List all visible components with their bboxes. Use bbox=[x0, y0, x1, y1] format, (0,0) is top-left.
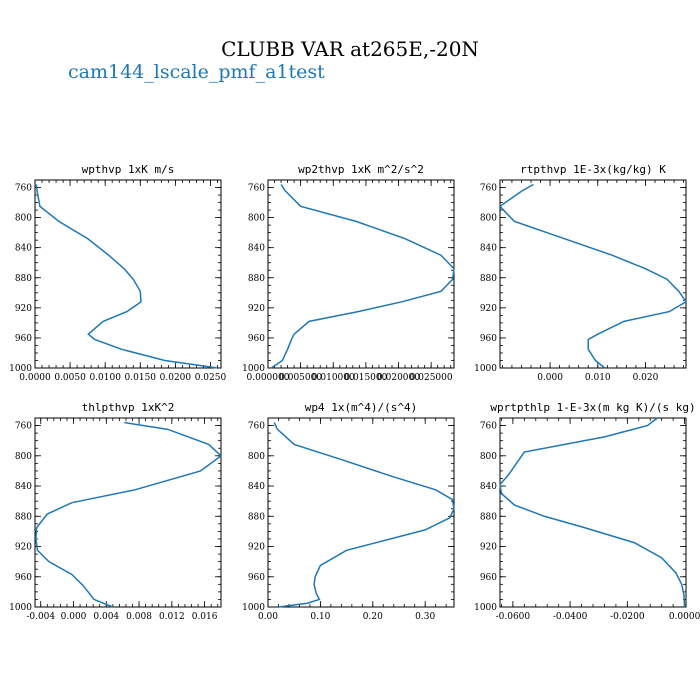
y-tick-label: 880 bbox=[480, 274, 497, 284]
plot-frame bbox=[499, 417, 687, 608]
y-tick-label: 800 bbox=[15, 452, 32, 462]
y-tick-label: 1000 bbox=[474, 603, 497, 613]
x-tick-label: 0.0150 bbox=[125, 373, 157, 383]
y-tick-label: 760 bbox=[248, 184, 265, 194]
chart-panels: wpthvp 1xK m/s0.0000 0.0050 0.0100 0.0150 0.… bbox=[9, 163, 700, 622]
x-tick-label: 0.010000 bbox=[312, 373, 355, 383]
y-tick-label: 840 bbox=[480, 482, 497, 492]
x-tick-label: 0.0100 bbox=[89, 373, 121, 383]
series-line bbox=[498, 183, 688, 369]
y-tick-label: 920 bbox=[15, 304, 32, 314]
y-tick-label: 800 bbox=[480, 214, 497, 224]
x-tick-label: 0.0000 bbox=[19, 373, 51, 383]
panel-title: wpthvp 1xK m/s bbox=[82, 163, 175, 176]
y-tick-label: 1000 bbox=[9, 603, 32, 613]
y-tick-label: 1000 bbox=[9, 364, 32, 374]
y-tick-label: 840 bbox=[248, 244, 265, 254]
y-tick-label: 920 bbox=[15, 543, 32, 553]
panel-title: wp2thvp 1xK m^2/s^2 bbox=[298, 163, 424, 176]
chart-panel-5: wp4 1x(m^4)/(s^4) 0.00 0.10 0.20 0.30 760 800 8… bbox=[242, 401, 455, 622]
x-tick-label: 0.025000 bbox=[410, 373, 453, 383]
series-line bbox=[499, 417, 686, 608]
x-tick-label: 0.000 bbox=[61, 612, 87, 622]
chart-panel-2: wp2thvp 1xK m^2/s^2 0.0000000.0050000.010… bbox=[242, 163, 455, 383]
chart-panel-6: wprtpthlp 1-E-3x(m kg K)/(s kg) -0.0600 -0… bbox=[474, 401, 700, 622]
panel-title: wp4 1x(m^4)/(s^4) bbox=[305, 401, 418, 414]
x-tick-label: 0.0200 bbox=[160, 373, 192, 383]
y-tick-label: 880 bbox=[15, 274, 32, 284]
chart-panel-4: thlpthvp 1xK^2 -0.004 0.000 0.004 0.008 0.012… bbox=[9, 401, 223, 622]
y-tick-label: 880 bbox=[480, 512, 497, 522]
x-tick-label: -0.004 bbox=[26, 612, 55, 622]
y-tick-label: 800 bbox=[480, 452, 497, 462]
y-tick-label: 960 bbox=[15, 573, 32, 583]
legend-entry: cam144_lscale_pmf_a1test bbox=[68, 61, 325, 83]
y-tick-label: 880 bbox=[15, 512, 32, 522]
y-tick-label: 760 bbox=[15, 422, 32, 432]
x-tick-label: 0.016 bbox=[192, 612, 218, 622]
y-tick-label: 760 bbox=[15, 184, 32, 194]
x-tick-label: 0.00 bbox=[258, 612, 278, 622]
y-tick-label: 840 bbox=[248, 482, 265, 492]
x-tick-label: 0.000 bbox=[537, 373, 563, 383]
y-tick-label: 960 bbox=[480, 573, 497, 583]
x-tick-label: -0.0600 bbox=[496, 612, 531, 622]
y-tick-label: 880 bbox=[248, 274, 265, 284]
x-tick-label: 0.0050 bbox=[54, 373, 86, 383]
y-tick-label: 840 bbox=[15, 244, 32, 254]
x-tick-label: 0.008 bbox=[126, 612, 152, 622]
y-tick-label: 760 bbox=[248, 422, 265, 432]
x-tick-label: 0.005000 bbox=[279, 373, 322, 383]
panel-title: rtpthvp 1E-3x(kg/kg) K bbox=[520, 163, 666, 176]
chart-panel-1: wpthvp 1xK m/s0.0000 0.0050 0.0100 0.0150 0.… bbox=[9, 163, 226, 383]
y-tick-label: 800 bbox=[248, 214, 265, 224]
x-tick-label: -0.0400 bbox=[553, 612, 588, 622]
plot-frame bbox=[499, 179, 687, 369]
y-tick-label: 800 bbox=[15, 214, 32, 224]
x-tick-label: 0.0250 bbox=[195, 373, 227, 383]
figure-title: CLUBB VAR at265E,-20N bbox=[221, 37, 479, 61]
x-tick-label: 0.012 bbox=[159, 612, 185, 622]
x-tick-label: 0.30 bbox=[415, 612, 435, 622]
x-tick-label: 0.015000 bbox=[344, 373, 387, 383]
y-tick-label: 1000 bbox=[474, 364, 497, 374]
y-tick-label: 1000 bbox=[242, 364, 265, 374]
x-tick-label: 0.000000 bbox=[247, 373, 290, 383]
plot-frame bbox=[267, 417, 455, 608]
plot-frame bbox=[267, 179, 455, 369]
y-tick-label: 760 bbox=[480, 184, 497, 194]
x-tick-label: 0.004 bbox=[93, 612, 119, 622]
chart-panel-3: rtpthvp 1E-3x(kg/kg) K 0.000 0.010 0.020 760… bbox=[474, 163, 688, 383]
x-tick-label: 0.20 bbox=[363, 612, 383, 622]
y-tick-label: 840 bbox=[480, 244, 497, 254]
y-tick-label: 1000 bbox=[242, 603, 265, 613]
plot-frame bbox=[34, 179, 222, 369]
y-tick-label: 960 bbox=[480, 334, 497, 344]
x-tick-label: 0.010 bbox=[585, 373, 611, 383]
x-tick-label: 0.0000 bbox=[669, 612, 700, 622]
y-tick-label: 920 bbox=[480, 304, 497, 314]
x-tick-label: 0.020 bbox=[633, 373, 659, 383]
panel-title: wprtpthlp 1-E-3x(m kg K)/(s kg) bbox=[490, 401, 695, 414]
y-tick-label: 960 bbox=[15, 334, 32, 344]
y-tick-label: 880 bbox=[248, 512, 265, 522]
y-tick-label: 920 bbox=[248, 543, 265, 553]
y-tick-label: 920 bbox=[480, 543, 497, 553]
x-tick-label: 0.020000 bbox=[377, 373, 420, 383]
series-line bbox=[270, 184, 455, 369]
y-tick-label: 960 bbox=[248, 334, 265, 344]
x-tick-label: 0.10 bbox=[310, 612, 330, 622]
x-tick-label: -0.0200 bbox=[610, 612, 645, 622]
series-line bbox=[35, 184, 218, 369]
y-tick-label: 760 bbox=[480, 422, 497, 432]
y-tick-label: 800 bbox=[248, 452, 265, 462]
y-tick-label: 840 bbox=[15, 482, 32, 492]
plot-frame bbox=[34, 417, 222, 608]
series-line bbox=[35, 421, 223, 608]
panel-title: thlpthvp 1xK^2 bbox=[82, 401, 175, 414]
y-tick-label: 920 bbox=[248, 304, 265, 314]
series-line bbox=[273, 422, 455, 608]
y-tick-label: 960 bbox=[248, 573, 265, 583]
